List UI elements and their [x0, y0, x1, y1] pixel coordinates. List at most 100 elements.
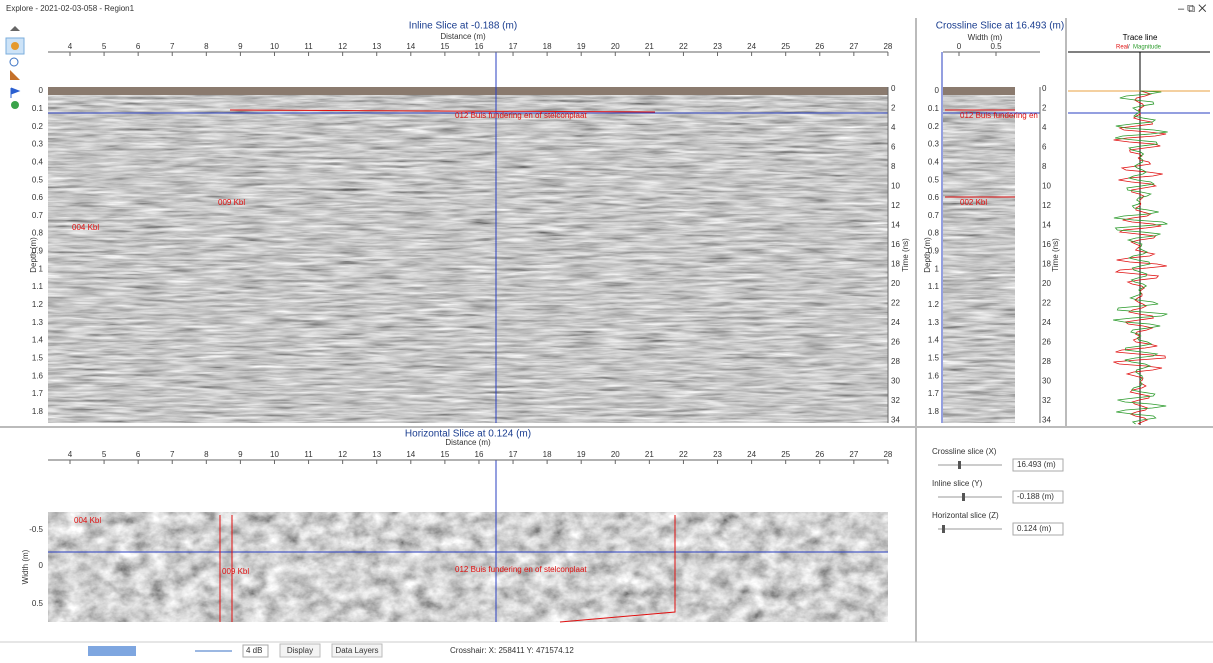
annotation: 004 Kbl [72, 223, 99, 232]
depth-tick-label: 0 [39, 86, 44, 95]
time-tick-label: 24 [891, 318, 900, 327]
time-tick-label: 0 [891, 84, 896, 93]
time-tick-label: 10 [891, 182, 900, 191]
x-tick-label: 20 [611, 42, 620, 51]
slider-thumb[interactable] [962, 493, 965, 501]
depth-tick-label: 0.6 [928, 193, 940, 202]
time-tick-label: 6 [1042, 143, 1047, 152]
time-tick-label: 12 [1042, 201, 1051, 210]
depth-tick-label: 1.6 [32, 371, 44, 380]
x-tick-label: 19 [577, 42, 586, 51]
time-tick-label: 20 [1042, 279, 1051, 288]
depth-tick-label: 0.6 [32, 193, 44, 202]
depth-tick-label: 0.3 [928, 140, 940, 149]
x-tick-label: 0 [957, 42, 962, 51]
x-tick-label: 10 [270, 42, 279, 51]
x-tick-label: 8 [204, 450, 209, 459]
x-tick-label: 24 [747, 42, 756, 51]
x-tick-label: 0.5 [990, 42, 1002, 51]
legend-real: Real [1116, 45, 1128, 51]
x-tick-label: 10 [270, 450, 279, 459]
crosshair-readout: Crosshair: X: 258411 Y: 471574.12 [450, 646, 574, 655]
time-tick-label: 18 [1042, 260, 1051, 269]
control-label: Inline slice (Y) [932, 479, 983, 488]
x-tick-label: 4 [68, 42, 73, 51]
x-tick-label: 23 [713, 450, 722, 459]
control-label: Horizontal slice (Z) [932, 511, 999, 520]
time-tick-label: 2 [1042, 104, 1047, 113]
time-tick-label: 6 [891, 143, 896, 152]
time-tick-label: 4 [891, 123, 896, 132]
depth-tick-label: 1.3 [32, 318, 44, 327]
control-value: 16.493 (m) [1017, 460, 1056, 469]
depth-tick-label: 0.8 [928, 229, 940, 238]
x-tick-label: 25 [781, 42, 790, 51]
axis-title: Distance (m) [440, 32, 486, 41]
x-tick-label: 7 [170, 42, 175, 51]
time-tick-label: 22 [891, 299, 900, 308]
time-tick-label: 4 [1042, 123, 1047, 132]
x-tick-label: 20 [611, 450, 620, 459]
axis-title: Time (ns) [901, 238, 910, 272]
depth-tick-label: 0.5 [32, 175, 44, 184]
control-value: -0.188 (m) [1017, 492, 1054, 501]
time-tick-label: 32 [1042, 396, 1051, 405]
time-tick-label: 2 [891, 104, 896, 113]
width-tick-label: -0.5 [29, 525, 43, 534]
depth-tick-label: 0.4 [928, 157, 940, 166]
time-tick-label: 30 [891, 377, 900, 386]
annotation: 012 Buis fundering en of stelconplaat [455, 111, 587, 120]
time-tick-label: 30 [1042, 377, 1051, 386]
time-tick-label: 20 [891, 279, 900, 288]
depth-tick-label: 0.7 [32, 211, 44, 220]
annotation: 002 Kbl [960, 198, 987, 207]
depth-tick-label: 0.1 [32, 104, 44, 113]
tool-icon[interactable] [11, 101, 19, 109]
x-tick-label: 13 [372, 42, 381, 51]
panel-title: Inline Slice at -0.188 (m) [409, 21, 517, 32]
x-tick-label: 19 [577, 450, 586, 459]
x-tick-label: 28 [883, 450, 892, 459]
axis-title: Distance (m) [445, 438, 491, 447]
x-tick-label: 27 [849, 42, 858, 51]
window-controls[interactable]: – ⧉ ✕ [1178, 3, 1206, 15]
axis-title: Depth (m) [923, 237, 932, 273]
x-tick-label: 17 [509, 450, 518, 459]
time-tick-label: 8 [1042, 162, 1047, 171]
depth-tick-label: 1.7 [32, 389, 44, 398]
time-tick-label: 0 [1042, 84, 1047, 93]
inline-radargram [48, 87, 888, 423]
button-label: Display [287, 646, 313, 655]
x-tick-label: 22 [679, 450, 688, 459]
x-tick-label: 24 [747, 450, 756, 459]
axis-title: Width (m) [968, 33, 1003, 42]
scroll-bar[interactable] [88, 646, 136, 656]
x-tick-label: 22 [679, 42, 688, 51]
time-tick-label: 16 [1042, 240, 1051, 249]
annotation: 009 Kbl [222, 567, 249, 576]
window-title: Explore - 2021-02-03-058 - Region1 [6, 4, 135, 13]
slider-thumb[interactable] [942, 525, 945, 533]
control-label: Crossline slice (X) [932, 447, 997, 456]
depth-tick-label: 1.1 [928, 282, 940, 291]
x-tick-label: 14 [406, 450, 415, 459]
axis-title: Width (m) [21, 549, 30, 584]
depth-tick-label: 1.1 [32, 282, 44, 291]
time-tick-label: 22 [1042, 299, 1051, 308]
crossline-radargram [943, 87, 1015, 423]
depth-tick-label: 1.6 [928, 371, 940, 380]
annotation: 009 Kbl [218, 198, 245, 207]
surface-band [48, 87, 888, 95]
x-tick-label: 27 [849, 450, 858, 459]
depth-tick-label: 0.2 [928, 122, 940, 131]
time-tick-label: 26 [891, 338, 900, 347]
depth-tick-label: 0.1 [928, 104, 940, 113]
surface-band [943, 87, 1015, 95]
depth-tick-label: 1.8 [32, 407, 44, 416]
x-tick-label: 16 [475, 42, 484, 51]
slider-thumb[interactable] [958, 461, 961, 469]
time-tick-label: 8 [891, 162, 896, 171]
x-tick-label: 11 [304, 450, 313, 459]
time-tick-label: 10 [1042, 182, 1051, 191]
x-tick-label: 28 [883, 42, 892, 51]
